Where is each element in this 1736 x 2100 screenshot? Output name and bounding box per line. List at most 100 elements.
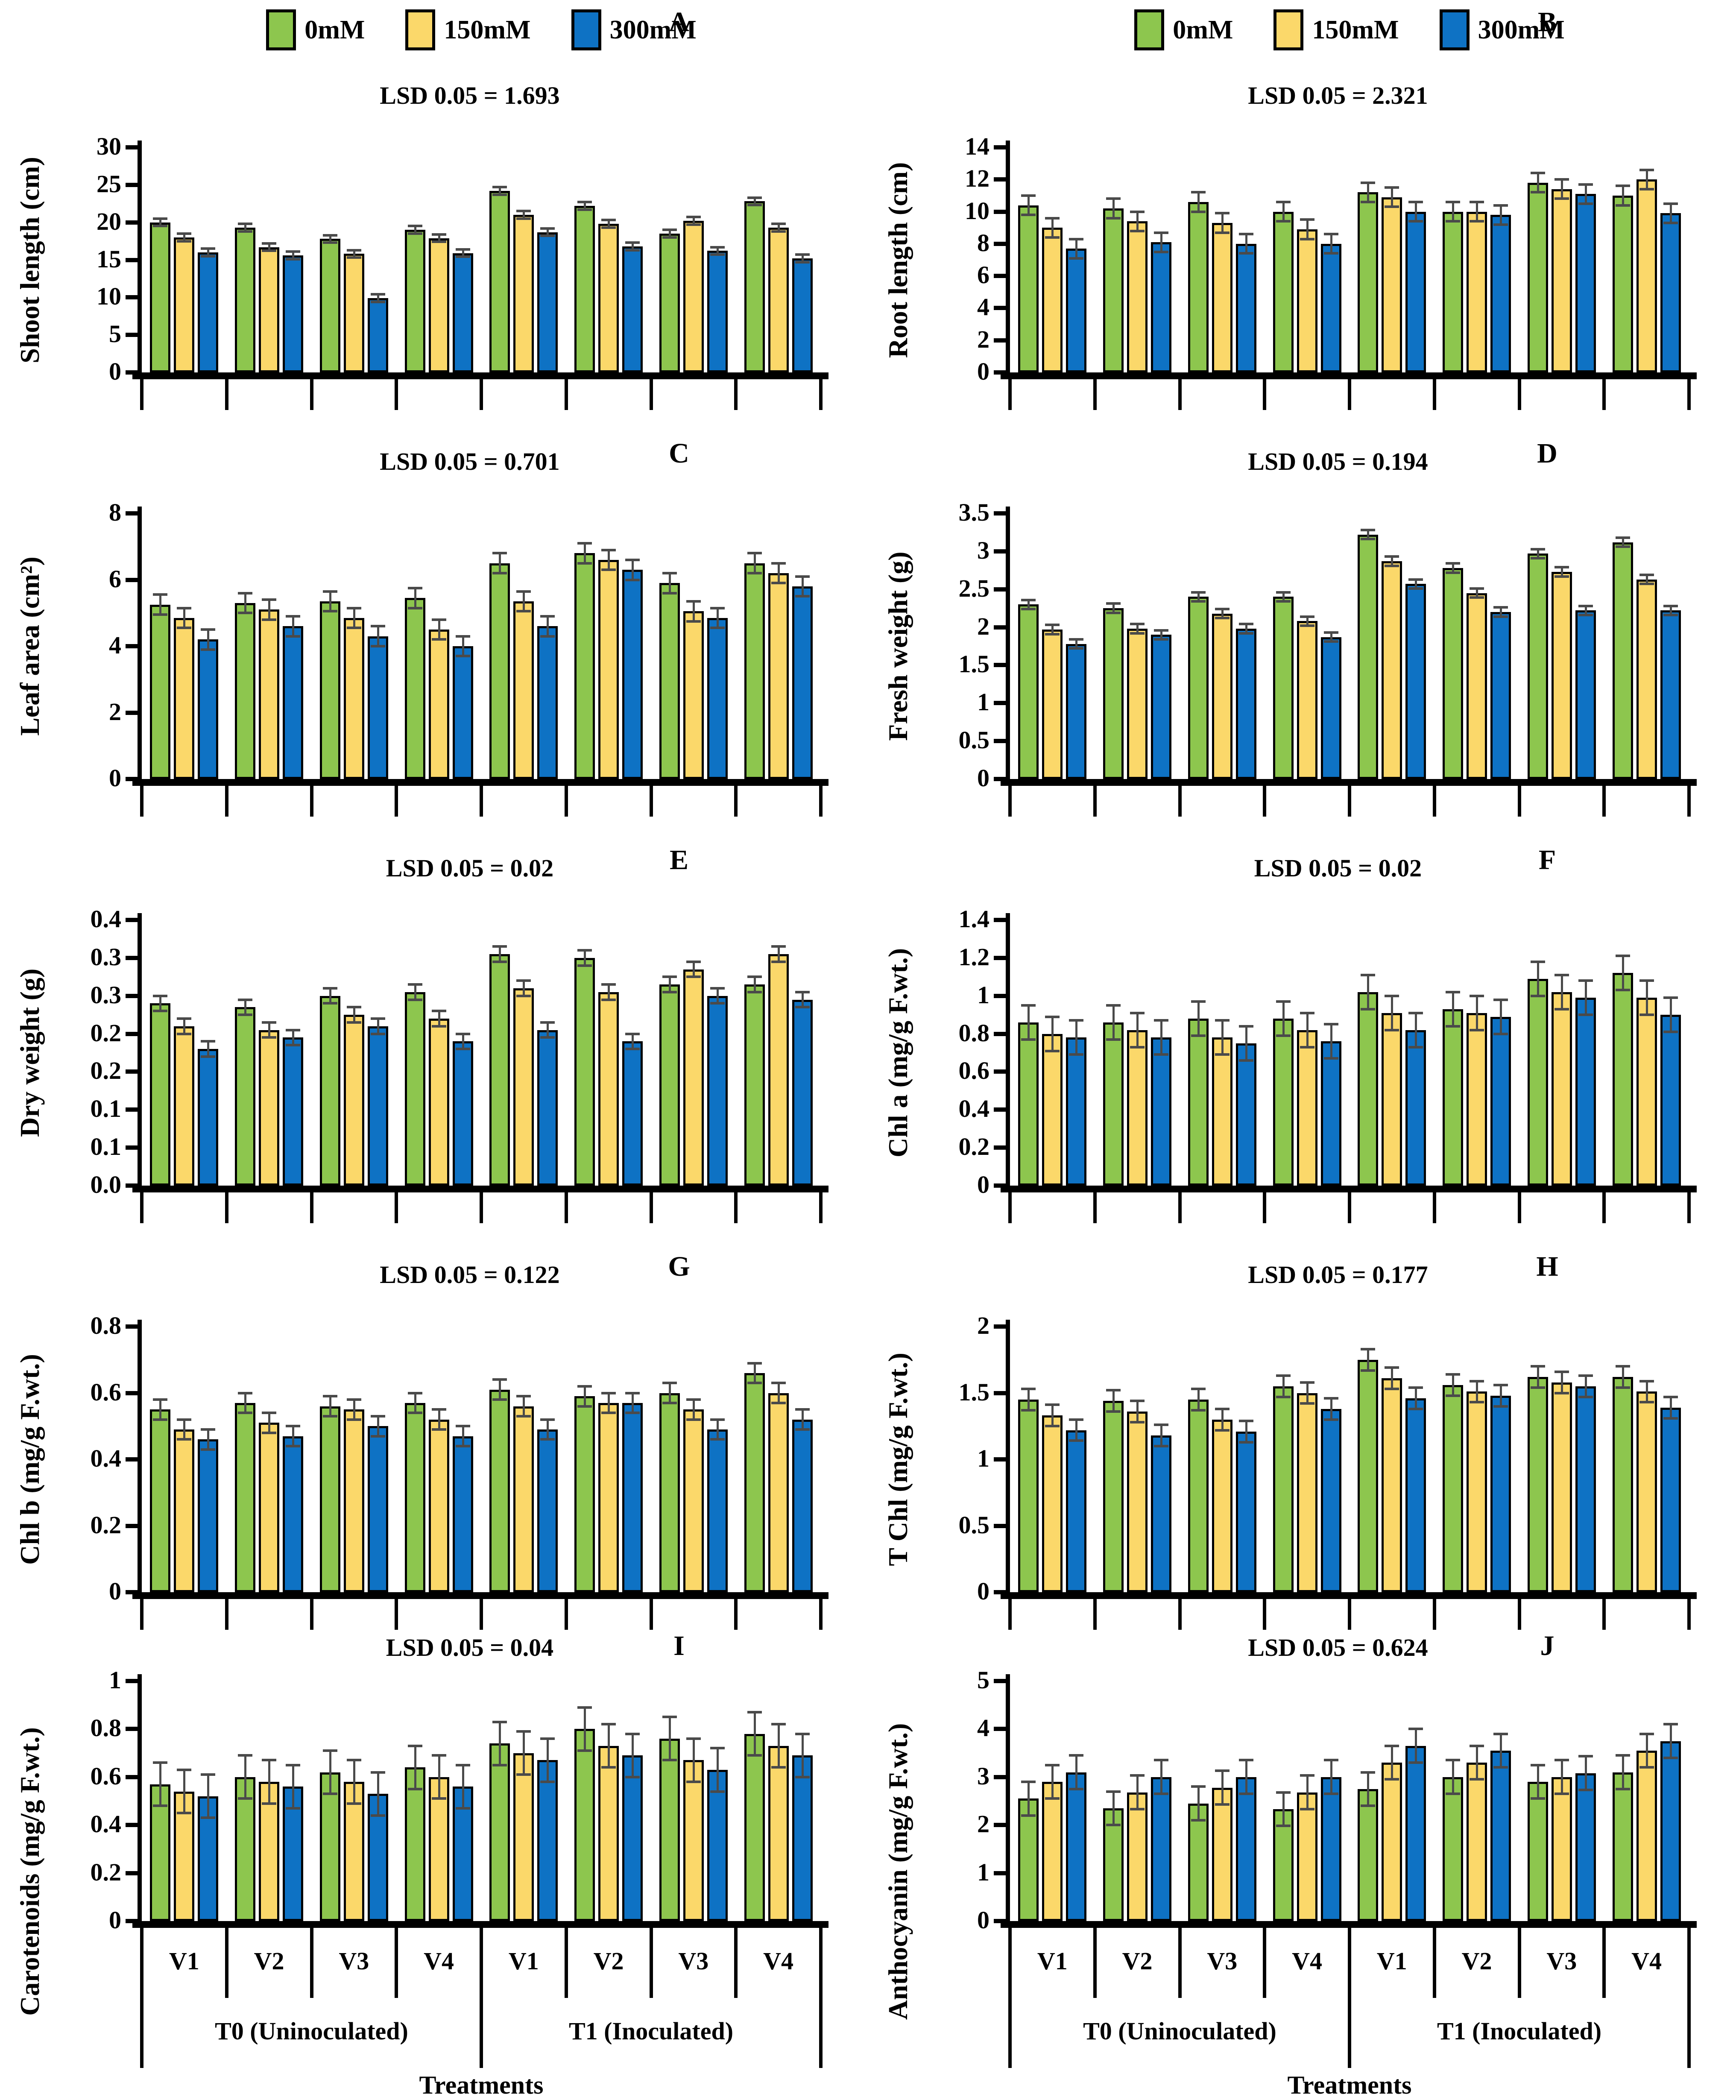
y-tick-label: 6: [109, 565, 121, 593]
error-bar: [244, 999, 247, 1015]
error-bar: [1245, 234, 1247, 254]
error-bar: [1075, 239, 1078, 258]
y-tick: [994, 1031, 1007, 1036]
x-tick: [1432, 379, 1436, 410]
error-bar-cap-bottom: [370, 645, 385, 647]
bar-150mM-T1-V2: [1467, 1763, 1487, 1921]
x-tick: [734, 379, 738, 410]
error-bar-cap-bottom: [286, 258, 301, 261]
error-bar-cap-top: [1021, 1781, 1036, 1784]
error-bar-cap-top: [1069, 638, 1084, 641]
error-bar: [1306, 1382, 1309, 1404]
error-bar-cap-top: [238, 1391, 253, 1394]
x-tick: [310, 1599, 313, 1630]
error-bar: [1584, 981, 1587, 1015]
y-axis-line: [1006, 141, 1010, 379]
error-bar: [292, 1426, 295, 1446]
y-tick: [126, 182, 138, 187]
error-bar-cap-bottom: [710, 1790, 725, 1793]
error-bar-cap-bottom: [346, 1418, 361, 1421]
error-bar-cap-top: [1530, 1365, 1545, 1368]
panel-H: LSD 0.05 = 0.177 H T Chl (mg/g F.wt.) 0 0.5 1…: [868, 1220, 1736, 1630]
x-tick: [1432, 1192, 1436, 1223]
error-bar-cap-top: [1578, 979, 1593, 982]
bar-300mM-T0-V2: [283, 626, 304, 779]
error-bar: [1051, 1405, 1054, 1426]
error-bar-cap-bottom: [795, 261, 810, 264]
error-bar: [159, 1763, 162, 1806]
panel-A: 0mM 150mM 300mM LSD 0.05 = 1.693 A Shoot leng…: [0, 0, 868, 410]
y-tick-label: 20: [97, 207, 121, 235]
y-tick: [994, 511, 1007, 515]
error-bar-cap-top: [1191, 1388, 1206, 1391]
error-bar: [1500, 1734, 1502, 1768]
bar-300mM-T1-V4: [1660, 1741, 1681, 1921]
bar-150mM-T0-V3: [343, 1409, 364, 1592]
x-axis-line: [1001, 1921, 1697, 1928]
y-tick: [994, 1069, 1007, 1074]
error-bar-cap-top: [795, 1732, 810, 1735]
error-bar-cap-bottom: [1191, 1409, 1206, 1412]
error-bar-cap-bottom: [322, 241, 337, 244]
y-tick: [126, 1031, 138, 1036]
y-tick-label: 14: [965, 132, 989, 160]
error-bar: [499, 1379, 501, 1400]
error-bar-cap-top: [1130, 623, 1145, 626]
y-tick: [994, 274, 1007, 278]
error-bar: [777, 946, 780, 962]
error-bar-cap-bottom: [795, 595, 810, 598]
variety-label: V3: [339, 1947, 369, 1975]
error-bar-cap-bottom: [1554, 575, 1569, 578]
x-tick: [1263, 1599, 1267, 1630]
bar-0mM-T0-V3: [319, 996, 340, 1186]
bar-150mM-T1-V1: [513, 1753, 534, 1921]
bar-150mM-T1-V2: [598, 224, 619, 372]
error-bar-cap-top: [686, 600, 701, 603]
bar-150mM-T1-V3: [1551, 992, 1572, 1186]
y-axis-line: [1006, 913, 1010, 1192]
error-bar-cap-top: [1493, 998, 1508, 1001]
error-bar: [462, 249, 464, 257]
bar-300mM-T0-V1: [1066, 1772, 1087, 1921]
error-bar-cap-top: [795, 1408, 810, 1411]
error-bar-cap-top: [625, 241, 640, 244]
bar-150mM-T0-V3: [1212, 613, 1232, 779]
error-bar: [1476, 202, 1478, 222]
error-bar-cap-bottom: [492, 571, 507, 574]
error-bar-cap-top: [710, 987, 725, 990]
error-bar-cap-top: [516, 590, 531, 593]
error-bar: [547, 1738, 549, 1782]
error-bar: [801, 1734, 804, 1777]
x-tick: [140, 379, 143, 410]
x-tick: [649, 1599, 653, 1630]
error-bar: [292, 616, 295, 636]
error-bar: [1075, 639, 1078, 649]
y-tick: [994, 1523, 1007, 1528]
error-bar-cap-top: [1069, 1754, 1084, 1757]
error-bar-cap-bottom: [601, 1412, 616, 1415]
error-bar-cap-bottom: [795, 1006, 810, 1009]
bar-150mM-T0-V3: [343, 254, 364, 372]
error-bar-cap-bottom: [1215, 1803, 1230, 1806]
y-tick: [126, 333, 138, 337]
error-bar: [1197, 192, 1200, 212]
error-bar-cap-bottom: [686, 620, 701, 623]
error-bar-cap-bottom: [407, 232, 422, 235]
bar-300mM-T1-V4: [792, 1755, 813, 1921]
error-bar-cap-bottom: [407, 606, 422, 609]
error-bar: [1282, 592, 1285, 602]
bar-150mM-T0-V1: [174, 618, 195, 779]
error-bar-cap-bottom: [238, 1797, 253, 1800]
error-bar: [1245, 1421, 1247, 1442]
y-tick-label: 0.2: [90, 1858, 122, 1886]
legend-item-0mM: 0mM: [1134, 9, 1233, 50]
bar-0mM-T0-V1: [1018, 205, 1039, 372]
error-bar-cap-top: [1663, 202, 1678, 205]
legend: 0mM 150mM 300mM: [1010, 9, 1689, 50]
x-tick: [1517, 379, 1521, 410]
bar-0mM-T0-V2: [1103, 1022, 1124, 1186]
x-tick: [480, 379, 483, 410]
error-bar-cap-top: [1106, 1790, 1121, 1793]
bar-0mM-T1-V2: [574, 1729, 595, 1921]
error-bar-cap-top: [1446, 990, 1461, 993]
